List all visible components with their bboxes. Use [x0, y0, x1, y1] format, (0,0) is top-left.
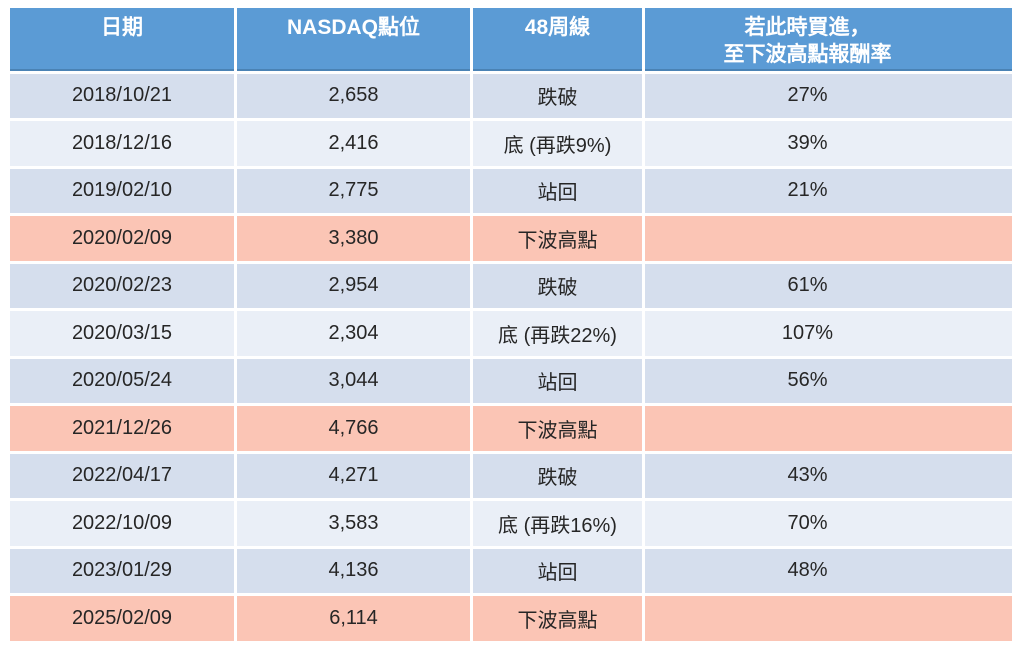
cell-week48: 底 (再跌9%) — [473, 121, 642, 166]
cell-return: 43% — [645, 453, 1012, 499]
cell-week48: 下波高點 — [473, 596, 642, 641]
cell-date: 2020/05/24 — [10, 358, 234, 404]
col-header-return: 若此時買進， 至下波高點報酬率 — [645, 8, 1012, 71]
cell-date: 2022/10/09 — [10, 501, 234, 546]
table-row: 2020/02/23 2,954 跌破 61% — [10, 263, 1012, 309]
col-header-date: 日期 — [10, 8, 234, 71]
cell-week48: 底 (再跌16%) — [473, 501, 642, 546]
cell-week48: 下波高點 — [473, 406, 642, 451]
cell-week48: 跌破 — [473, 73, 642, 119]
cell-return: 21% — [645, 168, 1012, 214]
nasdaq-48week-table: 日期 NASDAQ點位 48周線 若此時買進， 至下波高點報酬率 2018/10… — [7, 5, 1015, 644]
cell-date: 2025/02/09 — [10, 596, 234, 641]
cell-date: 2018/12/16 — [10, 121, 234, 166]
cell-date: 2020/02/23 — [10, 263, 234, 309]
table-row: 2020/05/24 3,044 站回 56% — [10, 358, 1012, 404]
table-body: 2018/10/21 2,658 跌破 27% 2018/12/16 2,416… — [10, 73, 1012, 641]
cell-date: 2021/12/26 — [10, 406, 234, 451]
cell-nasdaq: 2,304 — [237, 311, 470, 356]
cell-return: 61% — [645, 263, 1012, 309]
table-row: 2018/10/21 2,658 跌破 27% — [10, 73, 1012, 119]
cell-date: 2023/01/29 — [10, 548, 234, 594]
table-row: 2021/12/26 4,766 下波高點 — [10, 406, 1012, 451]
cell-nasdaq: 6,114 — [237, 596, 470, 641]
cell-nasdaq: 4,136 — [237, 548, 470, 594]
cell-nasdaq: 2,775 — [237, 168, 470, 214]
table-row: 2018/12/16 2,416 底 (再跌9%) 39% — [10, 121, 1012, 166]
cell-return: 27% — [645, 73, 1012, 119]
cell-return — [645, 216, 1012, 261]
cell-week48: 站回 — [473, 168, 642, 214]
cell-date: 2020/03/15 — [10, 311, 234, 356]
col-header-nasdaq: NASDAQ點位 — [237, 8, 470, 71]
cell-nasdaq: 2,954 — [237, 263, 470, 309]
table-row: 2023/01/29 4,136 站回 48% — [10, 548, 1012, 594]
cell-nasdaq: 2,658 — [237, 73, 470, 119]
cell-week48: 站回 — [473, 548, 642, 594]
table-row: 2020/02/09 3,380 下波高點 — [10, 216, 1012, 261]
cell-date: 2018/10/21 — [10, 73, 234, 119]
cell-date: 2019/02/10 — [10, 168, 234, 214]
cell-return: 48% — [645, 548, 1012, 594]
cell-week48: 底 (再跌22%) — [473, 311, 642, 356]
table-row: 2025/02/09 6,114 下波高點 — [10, 596, 1012, 641]
table-row: 2020/03/15 2,304 底 (再跌22%) 107% — [10, 311, 1012, 356]
cell-return: 107% — [645, 311, 1012, 356]
cell-nasdaq: 4,271 — [237, 453, 470, 499]
cell-nasdaq: 3,044 — [237, 358, 470, 404]
cell-return: 56% — [645, 358, 1012, 404]
cell-return — [645, 406, 1012, 451]
cell-nasdaq: 3,380 — [237, 216, 470, 261]
cell-date: 2020/02/09 — [10, 216, 234, 261]
cell-return — [645, 596, 1012, 641]
cell-nasdaq: 4,766 — [237, 406, 470, 451]
table-row: 2022/10/09 3,583 底 (再跌16%) 70% — [10, 501, 1012, 546]
header-row: 日期 NASDAQ點位 48周線 若此時買進， 至下波高點報酬率 — [10, 8, 1012, 71]
cell-week48: 跌破 — [473, 263, 642, 309]
cell-week48: 跌破 — [473, 453, 642, 499]
cell-date: 2022/04/17 — [10, 453, 234, 499]
table-row: 2022/04/17 4,271 跌破 43% — [10, 453, 1012, 499]
cell-nasdaq: 2,416 — [237, 121, 470, 166]
col-header-48week: 48周線 — [473, 8, 642, 71]
table-row: 2019/02/10 2,775 站回 21% — [10, 168, 1012, 214]
cell-return: 70% — [645, 501, 1012, 546]
cell-week48: 站回 — [473, 358, 642, 404]
cell-return: 39% — [645, 121, 1012, 166]
cell-nasdaq: 3,583 — [237, 501, 470, 546]
cell-week48: 下波高點 — [473, 216, 642, 261]
